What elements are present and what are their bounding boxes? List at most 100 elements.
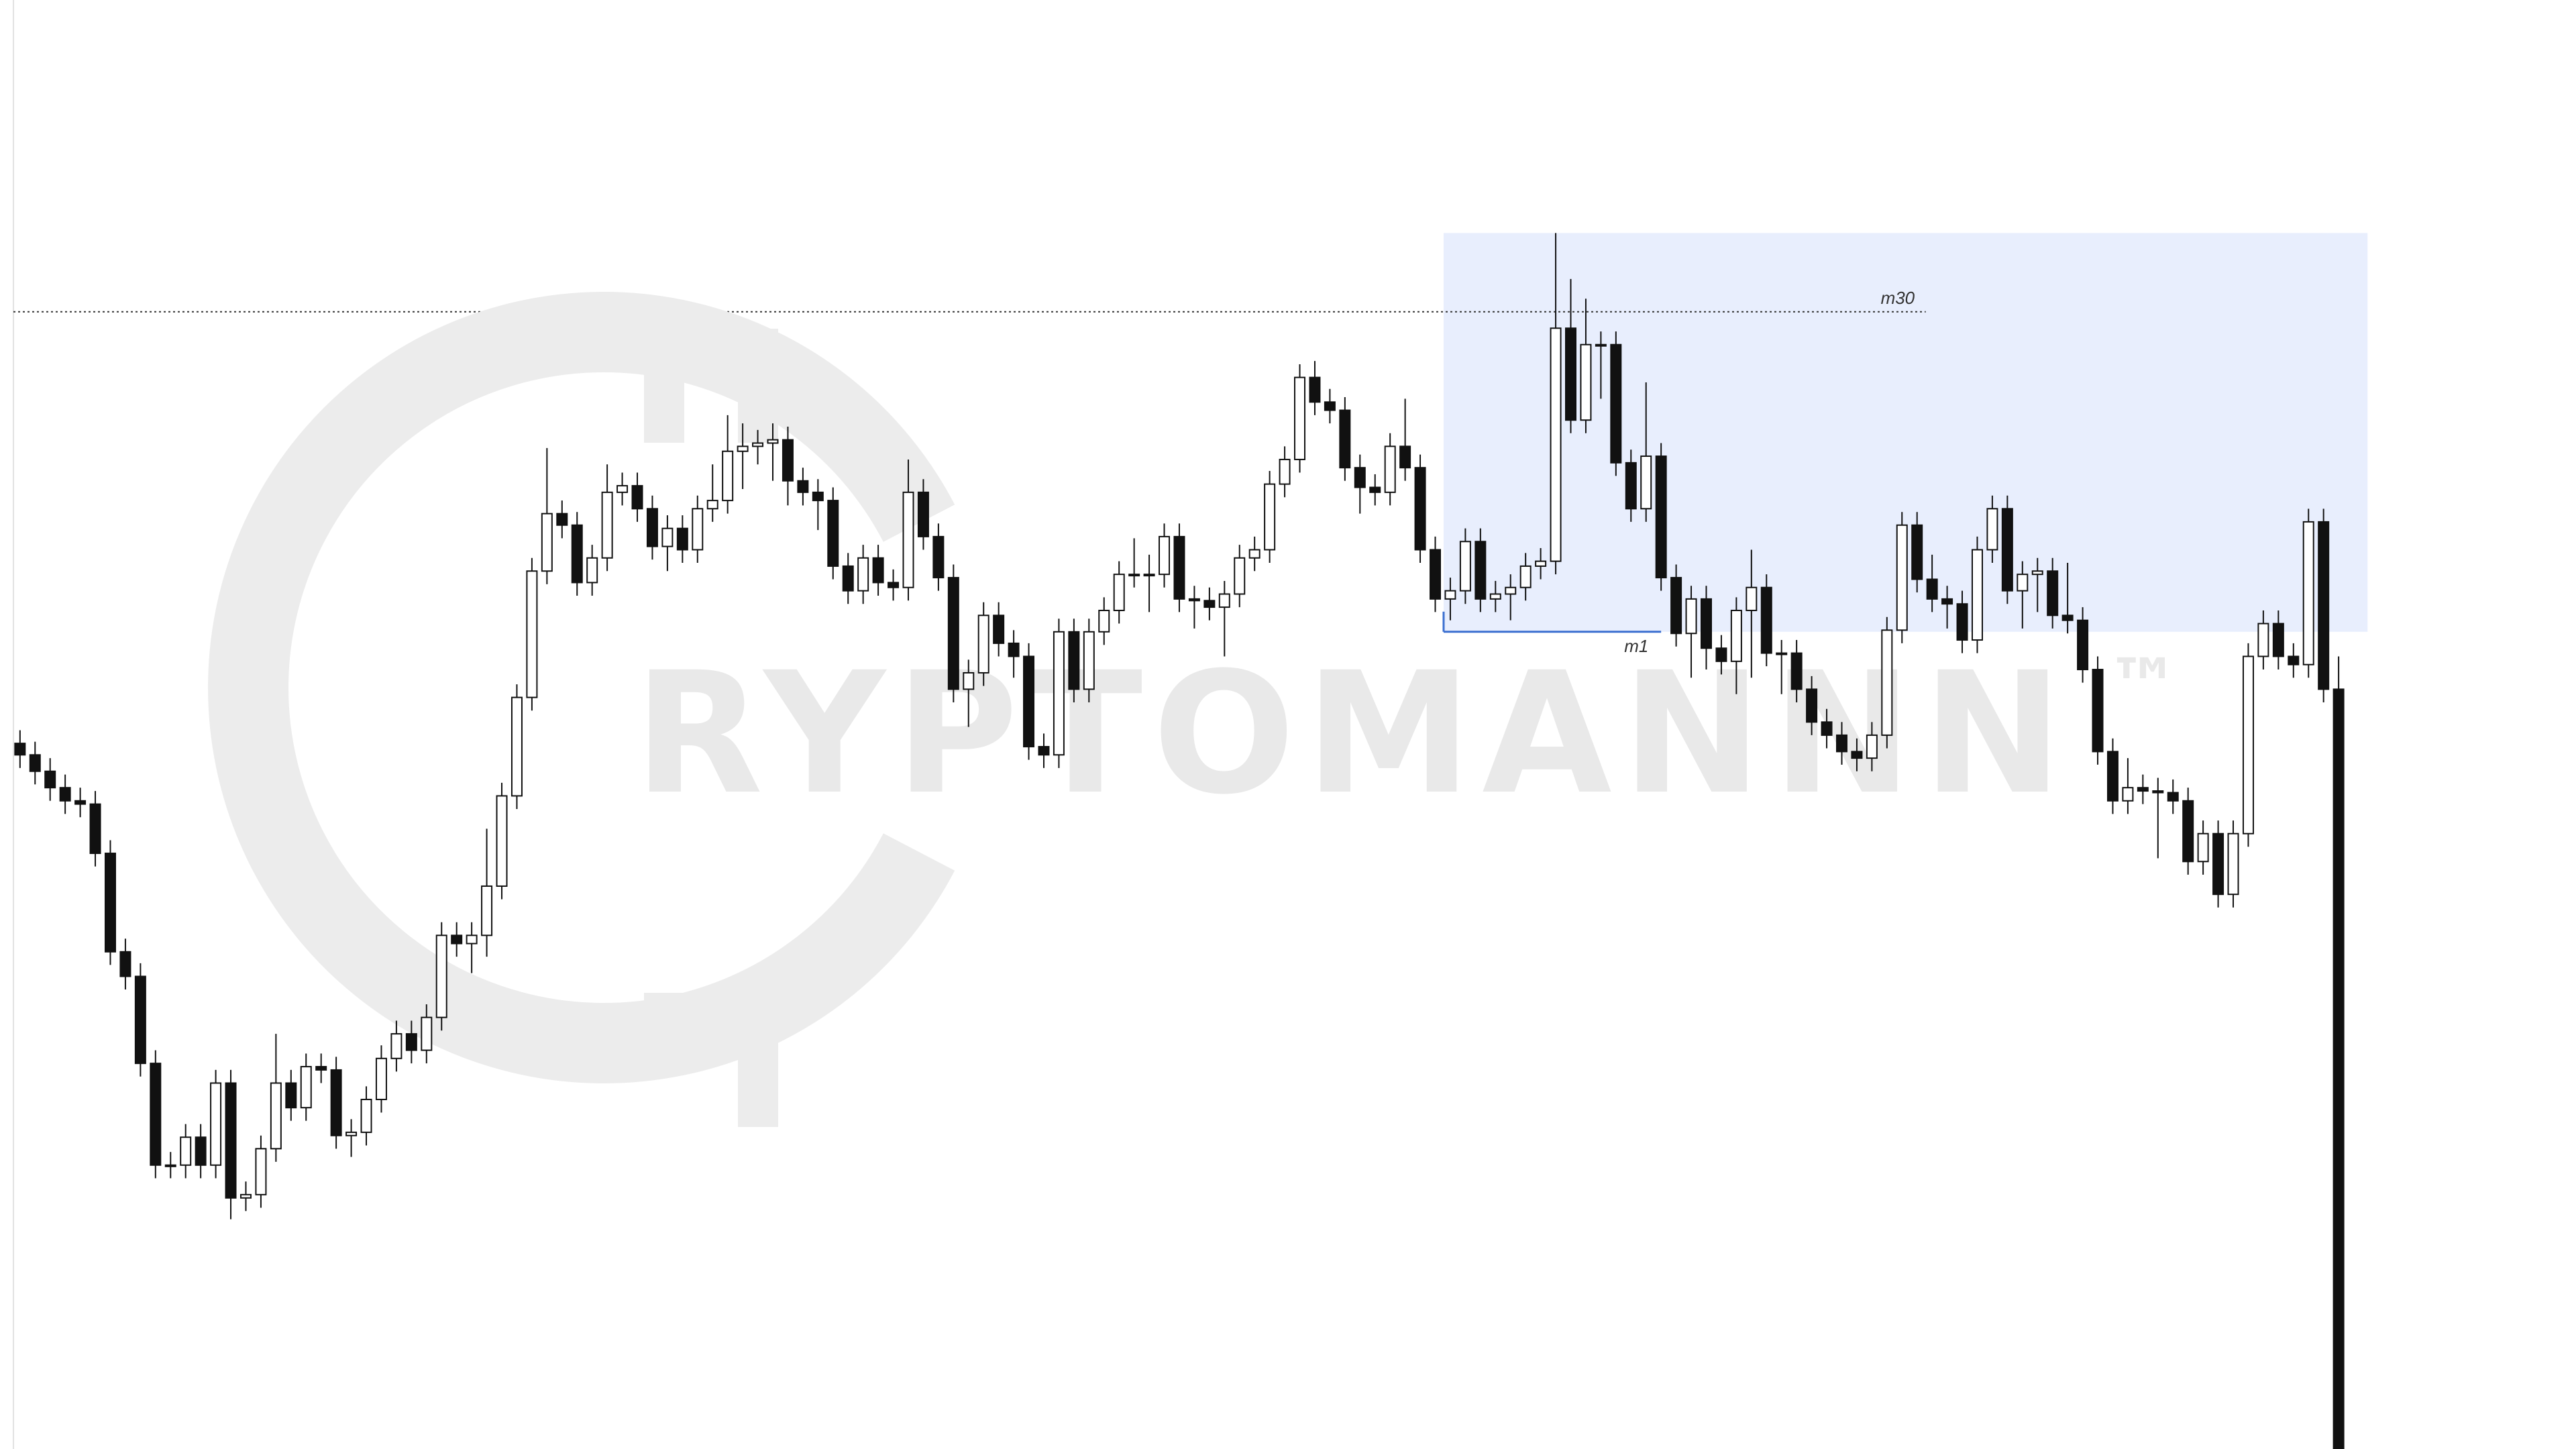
candle-body (2137, 787, 2149, 792)
candle-body (89, 803, 101, 855)
candle-body (119, 951, 131, 977)
candle-body (1610, 343, 1622, 464)
candle-body (676, 527, 688, 551)
candle-body (390, 1033, 402, 1059)
candle-body (752, 442, 764, 447)
candle-body (285, 1082, 297, 1109)
candle-body (1324, 401, 1336, 411)
candle-body (451, 934, 463, 945)
candle-body (1625, 462, 1637, 510)
candle-body (1474, 541, 1487, 600)
candle-body (1053, 631, 1065, 756)
candle-body (1159, 535, 1171, 576)
candle-body (104, 853, 116, 953)
candle-body (993, 614, 1005, 644)
candle-body (1399, 445, 1411, 469)
candle-body (2212, 833, 2224, 896)
logo-bar (738, 993, 778, 1127)
candle-body (1730, 609, 1742, 662)
candle-body (571, 524, 583, 584)
candle-body (797, 480, 809, 493)
candle-body (661, 527, 674, 547)
candle-body (2318, 521, 2330, 690)
candle-body (1670, 577, 1682, 635)
level-label: m30 (1881, 288, 1915, 308)
watermark-mark: ™ (2106, 643, 2180, 729)
candle-body (692, 508, 704, 551)
candle-body (29, 754, 41, 772)
candles (14, 233, 2345, 1449)
watermark-logo: RYPTOMANNN ™ (208, 292, 2180, 1127)
candle-body (722, 450, 734, 502)
candle-body (888, 582, 900, 588)
logo-bar (644, 993, 684, 1073)
candle-body (1896, 524, 1908, 631)
candle-body (2047, 570, 2059, 616)
candle-body (150, 1063, 162, 1166)
candle-body (1294, 376, 1306, 460)
candle-body (180, 1136, 192, 1166)
candle-body (405, 1033, 417, 1051)
candle-body (1835, 734, 1847, 753)
candle-body (2061, 614, 2074, 621)
candle-body (1203, 600, 1216, 608)
candle-body (917, 491, 929, 537)
candle-body (375, 1057, 387, 1100)
candle-body (1143, 574, 1155, 577)
candle-body (1911, 524, 1923, 580)
candle-body (1685, 598, 1697, 635)
candle-body (195, 1136, 207, 1166)
candle-body (1776, 652, 1788, 655)
candle-body (2106, 751, 2118, 802)
candle-body (1640, 455, 1652, 510)
candle-body (1234, 557, 1246, 595)
candle-body (2272, 623, 2284, 657)
candle-body (2257, 623, 2269, 657)
candle-body (496, 795, 508, 887)
logo-bar (644, 356, 684, 443)
candle-body (1430, 549, 1442, 600)
candle-body (857, 557, 869, 592)
candle-body (435, 934, 447, 1018)
candle-body (902, 491, 914, 588)
candle-body (2017, 574, 2029, 592)
candle-body (1941, 598, 1953, 605)
candle-body (1459, 541, 1471, 592)
candle-body (541, 513, 553, 572)
candle-body (2242, 655, 2254, 835)
candle-body (1489, 593, 1501, 600)
candle-body (134, 975, 146, 1065)
candle-body (1038, 746, 1050, 756)
candle-body (1098, 609, 1110, 633)
candle-body (511, 696, 523, 797)
candle-body (1008, 642, 1020, 657)
candle-body (74, 800, 87, 805)
candle-body (1881, 629, 1893, 736)
candle-body (1565, 327, 1577, 421)
candle-body (963, 672, 975, 690)
candle-body (586, 557, 598, 584)
candle-body (1746, 586, 1758, 611)
candle-body (1218, 593, 1230, 608)
candle-body (14, 743, 26, 756)
candle-body (1821, 721, 1833, 736)
candle-body (1248, 549, 1260, 559)
candle-body (1128, 574, 1140, 577)
candle-body (1535, 560, 1547, 567)
candle-body (2302, 521, 2314, 665)
candle-body (827, 500, 839, 567)
candle-body (1414, 467, 1426, 551)
candle-body (2167, 792, 2179, 802)
candle-body (1519, 565, 1532, 588)
candle-body (1550, 327, 1562, 562)
candle-body (1760, 586, 1772, 654)
candle-body (631, 485, 643, 510)
candle-body (421, 1016, 433, 1051)
candle-body (932, 535, 945, 579)
candle-body (1188, 598, 1200, 602)
candle-body (1986, 508, 1998, 551)
candle-body (526, 570, 538, 698)
candle-body (59, 787, 71, 802)
candle-body (1595, 343, 1607, 347)
candle-body (1851, 751, 1863, 759)
